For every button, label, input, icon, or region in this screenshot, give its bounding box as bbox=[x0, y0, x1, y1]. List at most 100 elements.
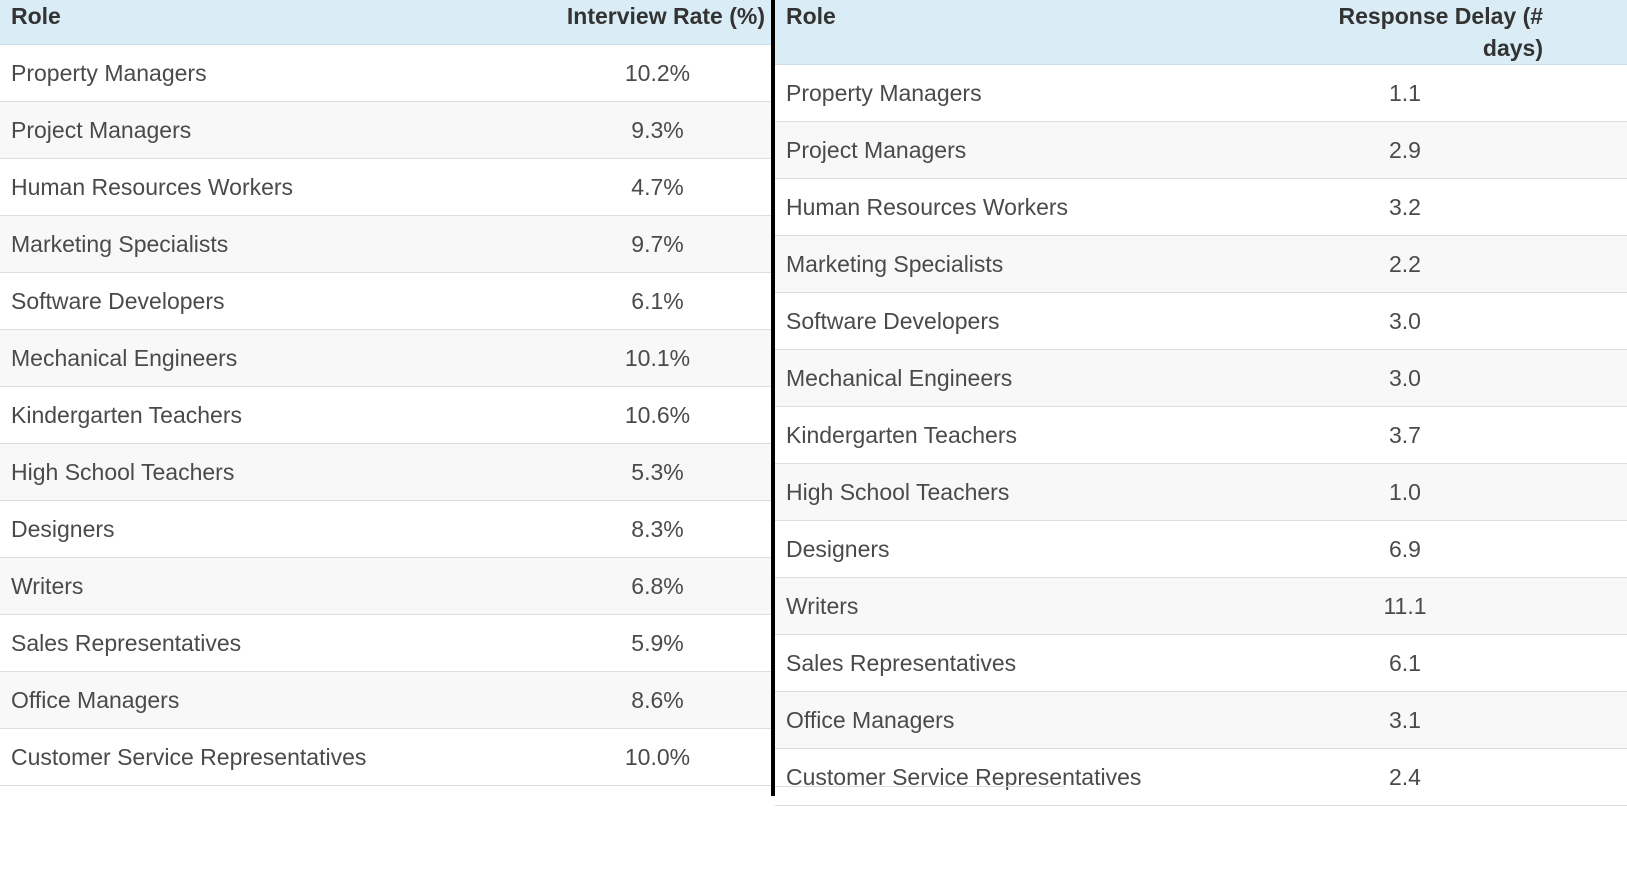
table-row: Designers 6.9 bbox=[775, 520, 1627, 578]
table-row: Human Resources Workers 4.7% bbox=[0, 158, 771, 216]
cell-role: Marketing Specialists bbox=[0, 215, 544, 273]
cell-role: Property Managers bbox=[775, 64, 1292, 122]
table-row: Marketing Specialists 9.7% bbox=[0, 215, 771, 273]
cell-role: Human Resources Workers bbox=[775, 178, 1292, 236]
cell-value: 2.4 bbox=[1292, 748, 1518, 806]
table-row: Designers 8.3% bbox=[0, 500, 771, 558]
header-row: Role Response Delay (# days) bbox=[775, 0, 1627, 65]
cell-value: 4.7% bbox=[544, 158, 771, 216]
cell-value: 8.6% bbox=[544, 671, 771, 729]
table-row: Kindergarten Teachers 10.6% bbox=[0, 386, 771, 444]
cell-spacer bbox=[1518, 634, 1627, 692]
column-header-role[interactable]: Role bbox=[0, 0, 544, 45]
cell-value: 11.1 bbox=[1292, 577, 1518, 635]
cell-value: 2.2 bbox=[1292, 235, 1518, 293]
table-row: Writers 6.8% bbox=[0, 557, 771, 615]
cell-spacer bbox=[1518, 235, 1627, 293]
table-row: Project Managers 2.9 bbox=[775, 121, 1627, 179]
cell-role: Office Managers bbox=[0, 671, 544, 729]
cell-spacer bbox=[1518, 178, 1627, 236]
cell-value: 3.0 bbox=[1292, 349, 1518, 407]
table-row: Mechanical Engineers 3.0 bbox=[775, 349, 1627, 407]
cell-role: Mechanical Engineers bbox=[0, 329, 544, 387]
cell-spacer bbox=[1518, 64, 1627, 122]
cell-value: 2.9 bbox=[1292, 121, 1518, 179]
cell-spacer bbox=[1518, 748, 1627, 806]
cell-role: Sales Representatives bbox=[775, 634, 1292, 692]
cell-role: Customer Service Representatives bbox=[775, 748, 1292, 806]
cell-spacer bbox=[1518, 691, 1627, 749]
cell-role: High School Teachers bbox=[775, 463, 1292, 521]
response-delay-table: Role Response Delay (# days) Property Ma… bbox=[775, 0, 1627, 806]
cell-role: Project Managers bbox=[775, 121, 1292, 179]
table-row: Sales Representatives 6.1 bbox=[775, 634, 1627, 692]
cell-role: Marketing Specialists bbox=[775, 235, 1292, 293]
table-row: Software Developers 6.1% bbox=[0, 272, 771, 330]
cell-spacer bbox=[1518, 577, 1627, 635]
cell-spacer bbox=[1518, 406, 1627, 464]
bottom-rule bbox=[775, 786, 1065, 787]
table-row: Office Managers 8.6% bbox=[0, 671, 771, 729]
table-row: Property Managers 1.1 bbox=[775, 64, 1627, 122]
cell-role: Kindergarten Teachers bbox=[0, 386, 544, 444]
cell-role: Sales Representatives bbox=[0, 614, 544, 672]
cell-role: Office Managers bbox=[775, 691, 1292, 749]
cell-spacer bbox=[1518, 121, 1627, 179]
table-row: Human Resources Workers 3.2 bbox=[775, 178, 1627, 236]
interview-rate-table: Role Interview Rate (%) Property Manager… bbox=[0, 0, 771, 786]
cell-role: Designers bbox=[775, 520, 1292, 578]
header-row: Role Interview Rate (%) bbox=[0, 0, 771, 45]
cell-value: 8.3% bbox=[544, 500, 771, 558]
table-row: Mechanical Engineers 10.1% bbox=[0, 329, 771, 387]
cell-role: Customer Service Representatives bbox=[0, 728, 544, 786]
cell-value: 10.6% bbox=[544, 386, 771, 444]
cell-value: 6.8% bbox=[544, 557, 771, 615]
cell-role: Software Developers bbox=[775, 292, 1292, 350]
cell-role: Project Managers bbox=[0, 101, 544, 159]
cell-value: 5.9% bbox=[544, 614, 771, 672]
table-row: High School Teachers 1.0 bbox=[775, 463, 1627, 521]
table-row: Sales Representatives 5.9% bbox=[0, 614, 771, 672]
column-header-response-delay[interactable]: Response Delay (# days) bbox=[1292, 0, 1627, 65]
table-row: Software Developers 3.0 bbox=[775, 292, 1627, 350]
cell-spacer bbox=[1518, 349, 1627, 407]
table-row: High School Teachers 5.3% bbox=[0, 443, 771, 501]
table-row: Marketing Specialists 2.2 bbox=[775, 235, 1627, 293]
cell-value: 3.1 bbox=[1292, 691, 1518, 749]
cell-role: Kindergarten Teachers bbox=[775, 406, 1292, 464]
cell-value: 6.1 bbox=[1292, 634, 1518, 692]
table-row: Property Managers 10.2% bbox=[0, 44, 771, 102]
table-row: Office Managers 3.1 bbox=[775, 691, 1627, 749]
cell-role: Human Resources Workers bbox=[0, 158, 544, 216]
cell-role: Writers bbox=[0, 557, 544, 615]
cell-value: 1.1 bbox=[1292, 64, 1518, 122]
table-row: Project Managers 9.3% bbox=[0, 101, 771, 159]
cell-role: Designers bbox=[0, 500, 544, 558]
cell-value: 5.3% bbox=[544, 443, 771, 501]
cell-value: 6.1% bbox=[544, 272, 771, 330]
cell-role: Mechanical Engineers bbox=[775, 349, 1292, 407]
cell-value: 6.9 bbox=[1292, 520, 1518, 578]
cell-value: 3.7 bbox=[1292, 406, 1518, 464]
cell-role: High School Teachers bbox=[0, 443, 544, 501]
cell-value: 10.1% bbox=[544, 329, 771, 387]
column-header-role[interactable]: Role bbox=[775, 0, 1292, 65]
cell-value: 9.3% bbox=[544, 101, 771, 159]
cell-role: Software Developers bbox=[0, 272, 544, 330]
table-row: Customer Service Representatives 2.4 bbox=[775, 748, 1627, 806]
cell-value: 10.2% bbox=[544, 44, 771, 102]
table-row: Kindergarten Teachers 3.7 bbox=[775, 406, 1627, 464]
cell-value: 3.0 bbox=[1292, 292, 1518, 350]
table-row: Writers 11.1 bbox=[775, 577, 1627, 635]
cell-value: 10.0% bbox=[544, 728, 771, 786]
cell-value: 9.7% bbox=[544, 215, 771, 273]
table-row: Customer Service Representatives 10.0% bbox=[0, 728, 771, 786]
cell-spacer bbox=[1518, 463, 1627, 521]
cell-spacer bbox=[1518, 520, 1627, 578]
table-divider bbox=[771, 0, 775, 796]
cell-value: 1.0 bbox=[1292, 463, 1518, 521]
cell-role: Writers bbox=[775, 577, 1292, 635]
cell-role: Property Managers bbox=[0, 44, 544, 102]
column-header-interview-rate[interactable]: Interview Rate (%) bbox=[544, 0, 771, 45]
